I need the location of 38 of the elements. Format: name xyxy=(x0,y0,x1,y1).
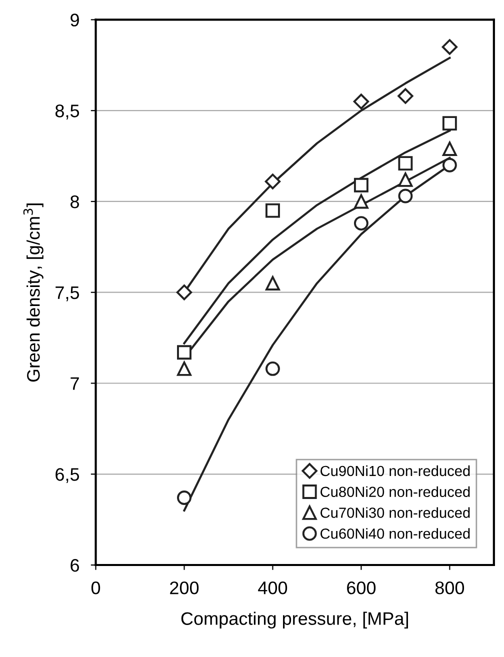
x-tick-label: 0 xyxy=(91,581,100,594)
legend-label: Cu60Ni40 non-reduced xyxy=(320,528,470,539)
point xyxy=(398,156,413,171)
x-tick-label: 600 xyxy=(347,581,376,594)
point xyxy=(398,188,413,204)
y-tick-label: 9 xyxy=(70,14,79,26)
y-tick-label: 6,5 xyxy=(56,468,80,483)
y-tick-label: 8 xyxy=(70,195,80,208)
point xyxy=(398,88,414,104)
point xyxy=(265,361,280,376)
x-tick-label: 400 xyxy=(258,581,288,594)
legend-label: Cu70Ni30 non-reduced xyxy=(320,507,470,518)
point xyxy=(264,174,281,190)
point xyxy=(442,39,458,55)
point xyxy=(353,94,370,110)
point xyxy=(265,276,280,290)
point xyxy=(354,194,368,209)
point xyxy=(354,178,368,192)
y-tick-label: 7 xyxy=(70,377,79,390)
point xyxy=(177,345,192,360)
y-tick-label: 8,5 xyxy=(55,104,80,120)
point xyxy=(177,490,192,505)
y-tick-label: 6 xyxy=(70,558,79,572)
point xyxy=(176,284,192,300)
x-tick-label: 200 xyxy=(170,581,199,594)
point xyxy=(177,361,192,376)
y-tick-label: 7,5 xyxy=(56,286,80,302)
x-axis-title: Compacting pressure, [MPa] xyxy=(181,612,408,629)
point xyxy=(354,216,368,231)
y-axis-title: Green density, [g/cm$^{3}$] xyxy=(23,204,44,382)
legend-label: Cu80Ni20 non-reduced xyxy=(320,486,470,498)
point xyxy=(265,203,280,218)
point xyxy=(398,172,413,187)
point xyxy=(442,158,457,172)
legend-label: Cu90Ni10 non-reduced xyxy=(320,465,470,476)
point xyxy=(442,142,457,156)
x-tick-label: 800 xyxy=(435,581,464,594)
point xyxy=(442,116,457,131)
